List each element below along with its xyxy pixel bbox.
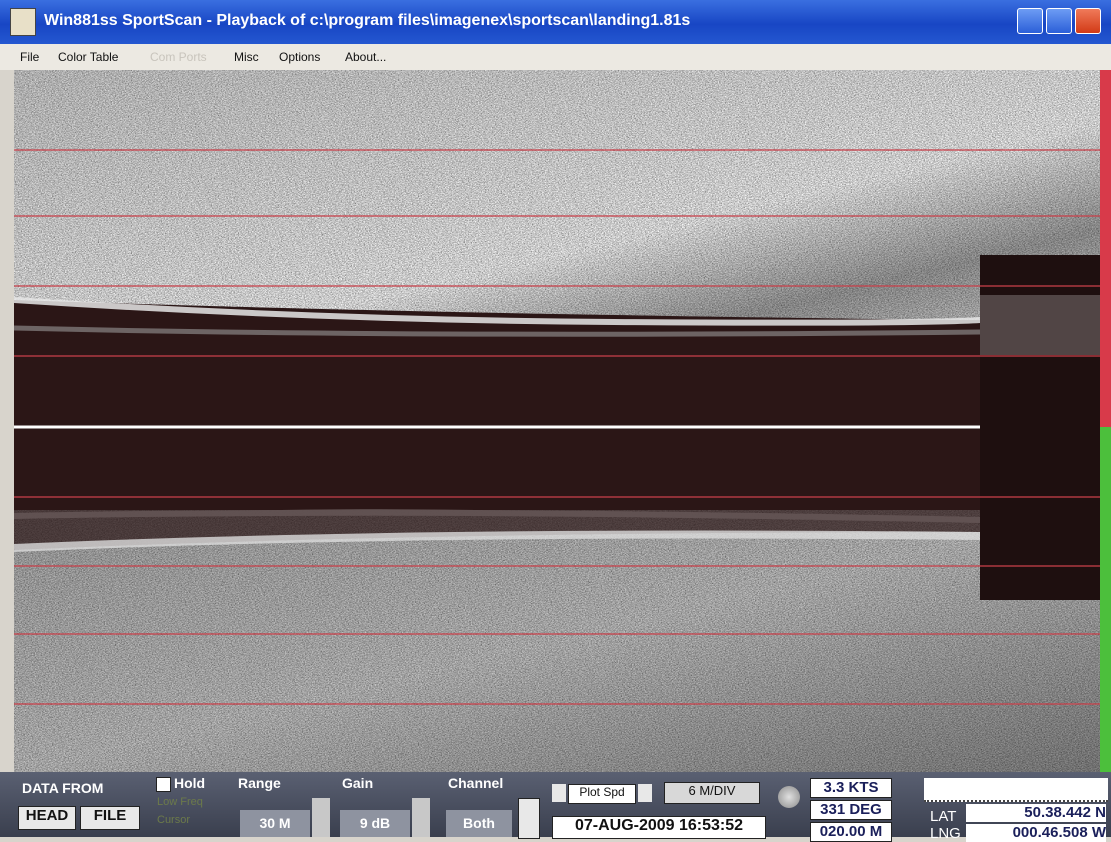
plot-speed-value: 6 M/DIV [664, 782, 760, 804]
heading: 331 DEG [810, 800, 892, 820]
latitude: 50.38.442 N [966, 804, 1106, 822]
plot-speed-label: Plot Spd [568, 784, 636, 804]
low-freq-label: Low Freq [157, 796, 203, 808]
menu-item[interactable]: About... [345, 50, 386, 64]
maximize-button[interactable] [1046, 8, 1072, 34]
head-button[interactable]: HEAD [18, 806, 76, 830]
status-light [778, 786, 800, 808]
position-scale [924, 778, 1108, 802]
shading [14, 510, 1100, 772]
range-value: 30 M [240, 810, 310, 837]
longitude: 000.46.508 W [966, 824, 1106, 842]
app-icon [10, 8, 36, 36]
menu-bar: File Color Table Com Ports Misc Options … [0, 44, 1111, 70]
title-bar: Win881ss SportScan - Playback of c:\prog… [0, 0, 1111, 44]
depth: 020.00 M [810, 822, 892, 842]
menu-item[interactable]: File [20, 50, 39, 64]
menu-item[interactable]: Options [279, 50, 320, 64]
gap-noise [980, 295, 1100, 355]
channel-spinner[interactable] [518, 798, 540, 839]
menu-item[interactable]: Color Table [58, 50, 118, 64]
date-time: 07-AUG-2009 16:53:52 [552, 816, 766, 839]
range-spinner[interactable] [312, 798, 330, 837]
minimize-button[interactable] [1017, 8, 1043, 34]
menu-item: Com Ports [150, 50, 207, 64]
channel-value: Both [446, 810, 512, 837]
channel-label: Channel [448, 775, 503, 791]
gain-value: 9 dB [340, 810, 410, 837]
cursor-label: Cursor [157, 814, 190, 826]
range-label: Range [238, 775, 281, 791]
starboard-indicator [1100, 427, 1111, 772]
control-panel: DATA FROM HEAD FILE Hold Low Freq Cursor… [0, 772, 1111, 837]
plot-speed-right[interactable] [638, 784, 652, 802]
speed: 3.3 KTS [810, 778, 892, 798]
window-title: Win881ss SportScan - Playback of c:\prog… [44, 12, 690, 30]
gain-spinner[interactable] [412, 798, 430, 837]
shading [14, 70, 1100, 335]
lng-label: LNG [930, 825, 961, 842]
plot-speed-left[interactable] [552, 784, 566, 802]
app-window: Win881ss SportScan - Playback of c:\prog… [0, 0, 1111, 837]
hold-checkbox[interactable] [156, 777, 171, 792]
data-from-label: DATA FROM [22, 780, 103, 796]
hold-label: Hold [174, 775, 205, 791]
sonar-image [14, 70, 1111, 772]
gain-label: Gain [342, 775, 373, 791]
menu-item[interactable]: Misc [234, 50, 259, 64]
close-button[interactable] [1075, 8, 1101, 34]
file-button[interactable]: FILE [80, 806, 140, 830]
port-indicator [1100, 70, 1111, 427]
lat-label: LAT [930, 808, 956, 825]
